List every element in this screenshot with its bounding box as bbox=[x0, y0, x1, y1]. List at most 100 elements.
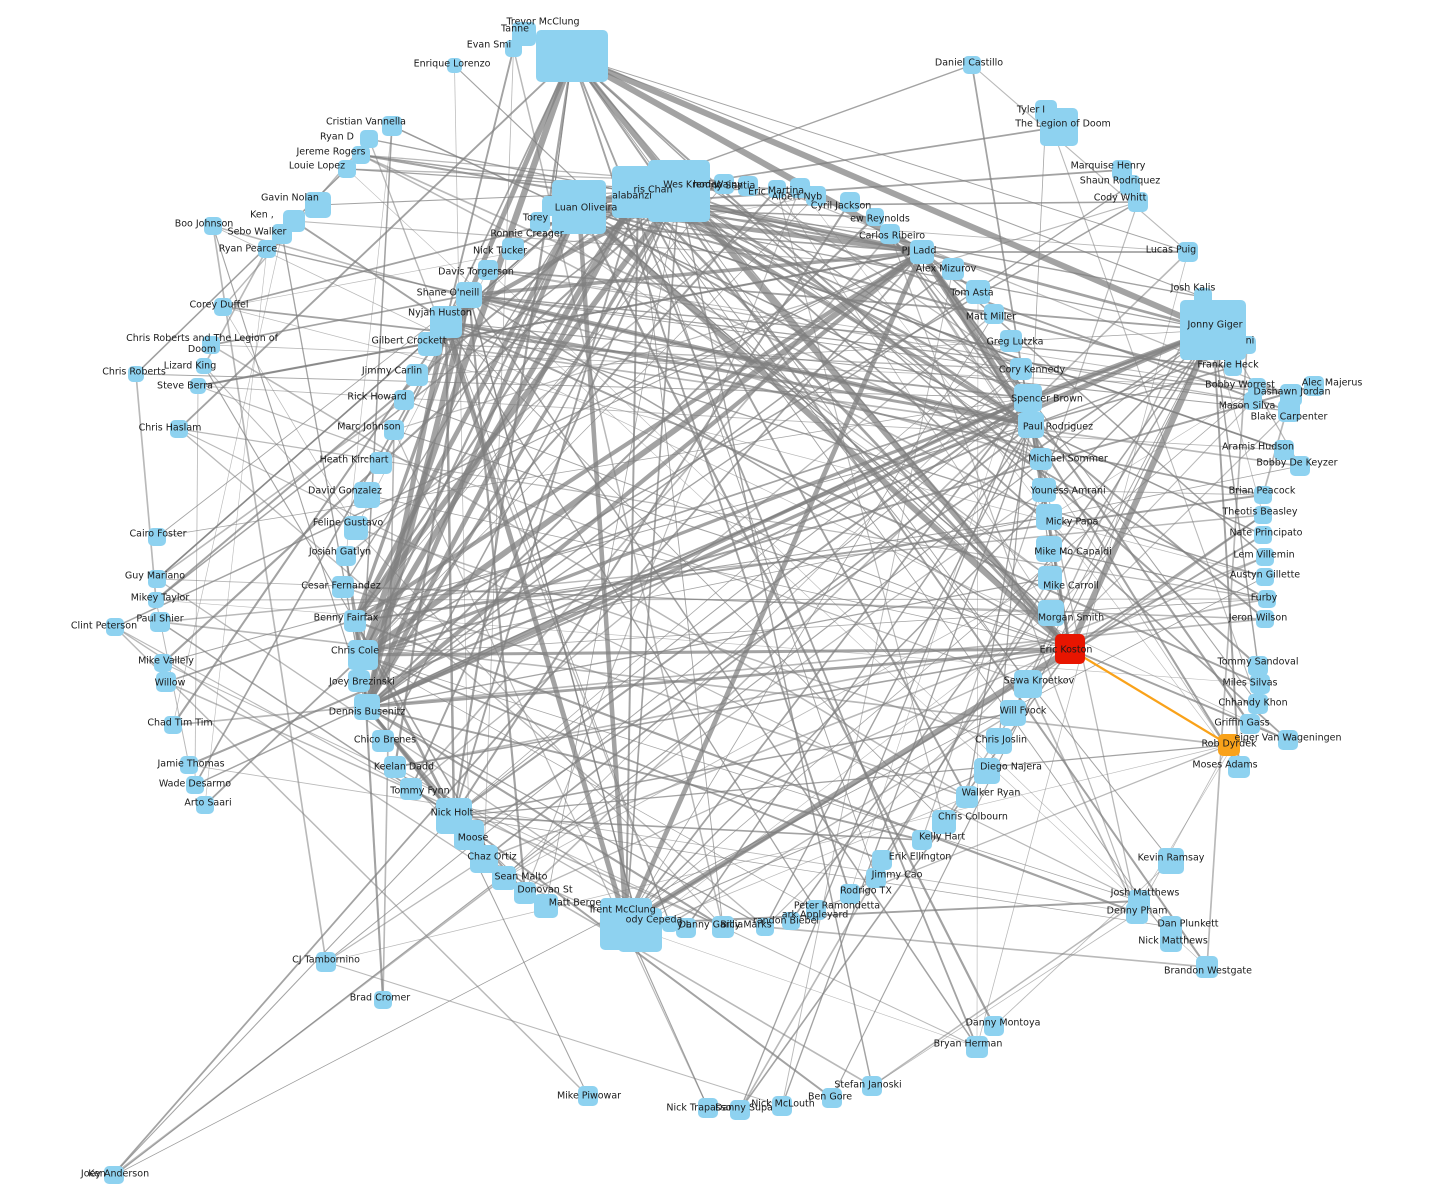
graph-node[interactable] bbox=[790, 178, 810, 198]
graph-node[interactable] bbox=[1000, 330, 1022, 352]
graph-node[interactable] bbox=[316, 952, 336, 972]
graph-node[interactable] bbox=[712, 916, 734, 938]
graph-node[interactable] bbox=[1038, 600, 1064, 626]
graph-node[interactable] bbox=[1014, 670, 1042, 698]
graph-node[interactable] bbox=[714, 174, 734, 194]
graph-node[interactable] bbox=[974, 758, 1000, 784]
graph-node[interactable] bbox=[1238, 336, 1256, 354]
graph-node[interactable] bbox=[772, 1096, 792, 1116]
graph-node[interactable] bbox=[1240, 714, 1260, 734]
graph-node[interactable] bbox=[1254, 526, 1272, 544]
graph-node[interactable] bbox=[782, 912, 800, 930]
graph-node[interactable] bbox=[1248, 378, 1266, 396]
graph-node[interactable] bbox=[698, 1098, 718, 1118]
graph-node[interactable] bbox=[910, 240, 934, 264]
graph-node[interactable] bbox=[542, 196, 562, 216]
graph-node[interactable] bbox=[150, 612, 170, 632]
graph-node[interactable] bbox=[1218, 734, 1240, 756]
graph-node[interactable] bbox=[196, 358, 212, 374]
graph-node[interactable] bbox=[128, 366, 144, 382]
graph-node[interactable] bbox=[384, 756, 406, 778]
graph-node[interactable] bbox=[374, 991, 392, 1009]
graph-node[interactable] bbox=[1036, 504, 1062, 530]
graph-node[interactable] bbox=[806, 186, 826, 206]
graph-node[interactable] bbox=[984, 304, 1004, 324]
graph-node[interactable] bbox=[154, 654, 172, 672]
graph-node[interactable] bbox=[1014, 384, 1042, 412]
graph-node[interactable] bbox=[1256, 568, 1274, 586]
graph-node[interactable] bbox=[1000, 700, 1026, 726]
graph-node[interactable] bbox=[984, 1016, 1004, 1036]
graph-node[interactable] bbox=[1244, 392, 1262, 410]
graph-node[interactable] bbox=[618, 908, 662, 952]
graph-node[interactable] bbox=[840, 192, 860, 212]
graph-node[interactable] bbox=[1256, 610, 1274, 628]
graph-node[interactable] bbox=[1256, 548, 1274, 566]
graph-node[interactable] bbox=[756, 918, 774, 936]
graph-node[interactable] bbox=[1274, 440, 1294, 460]
graph-node[interactable] bbox=[505, 40, 522, 57]
graph-node[interactable] bbox=[1196, 956, 1218, 978]
graph-node[interactable] bbox=[204, 217, 222, 235]
graph-node[interactable] bbox=[106, 1166, 124, 1184]
graph-node[interactable] bbox=[1228, 756, 1250, 778]
graph-node[interactable] bbox=[406, 364, 428, 386]
graph-node[interactable] bbox=[612, 166, 664, 218]
graph-node[interactable] bbox=[354, 694, 380, 720]
graph-node[interactable] bbox=[372, 730, 394, 752]
graph-node[interactable] bbox=[502, 238, 524, 260]
graph-node[interactable] bbox=[1128, 192, 1148, 212]
graph-node[interactable] bbox=[1040, 108, 1078, 146]
graph-node[interactable] bbox=[662, 916, 678, 932]
graph-node[interactable] bbox=[360, 130, 378, 148]
graph-node[interactable] bbox=[190, 378, 206, 394]
graph-node[interactable] bbox=[1250, 674, 1270, 694]
graph-node[interactable] bbox=[1278, 400, 1300, 422]
graph-node[interactable] bbox=[1032, 478, 1056, 502]
graph-node[interactable] bbox=[1010, 358, 1032, 380]
graph-node[interactable] bbox=[866, 868, 886, 888]
graph-node[interactable] bbox=[1254, 486, 1272, 504]
graph-node[interactable] bbox=[258, 240, 276, 258]
graph-node[interactable] bbox=[196, 796, 214, 814]
graph-node[interactable] bbox=[1038, 566, 1062, 590]
graph-node[interactable] bbox=[456, 282, 482, 308]
graph-node[interactable] bbox=[738, 176, 758, 196]
graph-node[interactable] bbox=[1180, 300, 1246, 360]
graph-node[interactable] bbox=[963, 56, 981, 74]
graph-node[interactable] bbox=[370, 452, 392, 474]
graph-node[interactable] bbox=[1254, 506, 1272, 524]
graph-node[interactable] bbox=[1278, 730, 1298, 750]
graph-node[interactable] bbox=[164, 716, 182, 734]
graph-node[interactable] bbox=[394, 390, 414, 410]
graph-node[interactable] bbox=[1036, 536, 1062, 562]
graph-node[interactable] bbox=[348, 670, 370, 692]
graph-node[interactable] bbox=[986, 728, 1012, 754]
graph-node[interactable] bbox=[336, 546, 356, 566]
graph-node[interactable] bbox=[214, 298, 232, 316]
graph-node[interactable] bbox=[348, 640, 378, 670]
graph-node[interactable] bbox=[354, 482, 380, 508]
graph-node[interactable] bbox=[1018, 412, 1044, 438]
graph-node[interactable] bbox=[862, 1076, 882, 1096]
graph-node[interactable] bbox=[148, 528, 166, 546]
graph-node[interactable] bbox=[880, 224, 900, 244]
graph-node[interactable] bbox=[676, 918, 696, 938]
graph-node[interactable] bbox=[1290, 456, 1310, 476]
graph-node[interactable] bbox=[578, 1086, 598, 1106]
graph-node[interactable] bbox=[106, 618, 124, 636]
graph-node[interactable] bbox=[1248, 656, 1268, 676]
graph-node[interactable] bbox=[148, 570, 166, 588]
graph-node[interactable] bbox=[768, 180, 786, 198]
graph-node[interactable] bbox=[170, 420, 188, 438]
graph-node[interactable] bbox=[966, 1036, 988, 1058]
graph-node[interactable] bbox=[840, 884, 860, 904]
graph-node[interactable] bbox=[492, 866, 516, 890]
graph-node[interactable] bbox=[382, 116, 402, 136]
graph-node[interactable] bbox=[536, 30, 608, 82]
graph-node[interactable] bbox=[1120, 175, 1140, 195]
graph-node[interactable] bbox=[1030, 448, 1052, 470]
graph-node[interactable] bbox=[418, 332, 442, 356]
graph-node[interactable] bbox=[1304, 376, 1324, 396]
